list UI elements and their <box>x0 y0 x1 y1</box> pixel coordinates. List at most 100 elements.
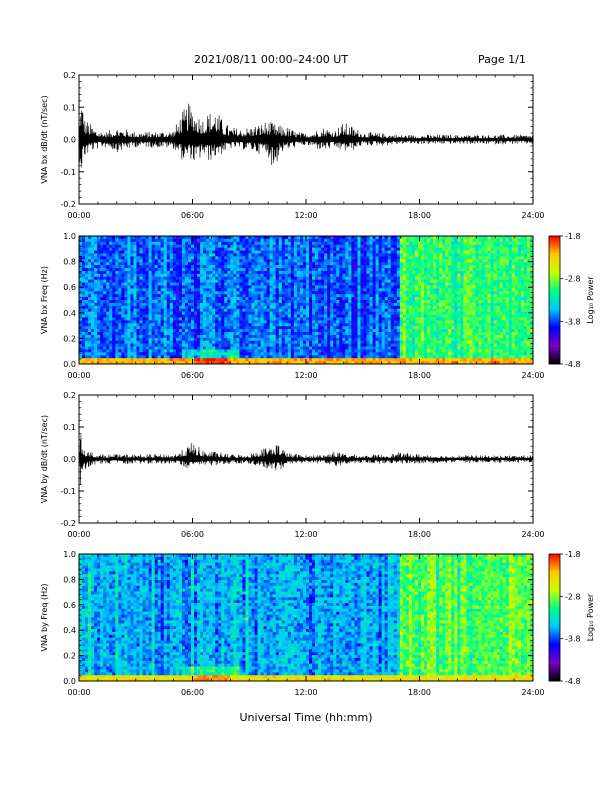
spectrogram-cell <box>151 361 155 365</box>
spectrogram-cell <box>299 265 304 269</box>
spectrogram-cell <box>203 314 207 318</box>
spectrogram-cell <box>309 236 313 240</box>
spectrogram-cell <box>82 300 86 304</box>
spectrogram-cell <box>315 317 319 321</box>
spectrogram-cell <box>115 282 119 286</box>
spectrogram-cell <box>79 253 83 257</box>
spectrogram-cell <box>94 355 98 359</box>
spectrogram-cell <box>333 265 337 269</box>
spectrogram-cell <box>169 273 174 278</box>
spectrogram-cell <box>369 268 373 272</box>
spectrogram-cell <box>242 323 246 327</box>
spectrogram-cell <box>79 262 83 266</box>
spectrogram-cell <box>375 311 379 315</box>
spectrogram-cell <box>399 273 404 278</box>
spectrogram-cell <box>109 340 113 344</box>
spectrogram-cell <box>160 256 165 260</box>
spectrogram-cell <box>269 244 274 248</box>
spectrogram-cell <box>160 285 165 289</box>
spectrogram-cell <box>315 241 319 246</box>
spectrogram-cell <box>160 273 165 278</box>
spectrogram-cell <box>363 352 367 356</box>
spectrogram-cell <box>312 343 316 347</box>
spectrogram-cell <box>284 311 289 315</box>
spectrogram-cell <box>296 334 301 339</box>
spectrogram-cell <box>115 273 119 278</box>
spectrogram-cell <box>345 346 349 350</box>
spectrogram-cell <box>118 302 122 307</box>
spectrogram-cell <box>82 250 86 254</box>
spectrogram-cell <box>197 329 201 333</box>
spectrogram-cell <box>142 273 146 278</box>
spectrogram-cell <box>299 300 304 304</box>
spectrogram-cell <box>399 323 404 327</box>
spectrogram-cell <box>227 305 231 310</box>
spectrogram-cell <box>221 346 225 350</box>
spectrogram-cell <box>278 343 283 347</box>
spectrogram-cell <box>218 259 222 263</box>
spectrogram-cell <box>321 355 325 359</box>
spectrogram-cell <box>109 343 113 347</box>
spectrogram-cell <box>375 262 379 266</box>
spectrogram-cell <box>312 276 316 280</box>
spectrogram-cell <box>387 276 392 280</box>
spectrogram-cell <box>342 285 346 289</box>
spectrogram-cell <box>302 259 307 263</box>
spectrogram-cell <box>206 268 210 272</box>
spectrogram-cell <box>399 276 404 280</box>
spectrogram-cell <box>333 244 337 248</box>
spectrogram-cell <box>375 297 379 301</box>
spectrogram-cell <box>139 285 143 289</box>
spectrogram-cell <box>315 361 319 365</box>
spectrogram-cell <box>278 256 283 260</box>
spectrogram-cell <box>263 346 267 350</box>
spectrogram-cell <box>233 355 237 359</box>
spectrogram-cell <box>239 285 243 289</box>
spectrogram-cell <box>372 273 376 278</box>
spectrogram-cell <box>190 294 195 298</box>
spectrogram-cell <box>375 276 379 280</box>
spectrogram-cell <box>91 282 95 286</box>
spectrogram-cell <box>375 270 379 275</box>
spectrogram-cell <box>112 238 116 243</box>
spectrogram-cell <box>321 326 325 330</box>
spectrogram-cell <box>178 279 183 283</box>
spectrogram-cell <box>154 340 158 344</box>
spectrogram-cell <box>145 270 149 275</box>
spectrogram-cell <box>339 332 343 336</box>
spectrogram-cell <box>272 343 277 347</box>
spectrogram-cell <box>79 340 83 344</box>
spectrogram-cell <box>390 332 395 336</box>
spectrogram-cell <box>309 334 313 339</box>
spectrogram-cell <box>100 346 104 350</box>
spectrogram-cell <box>206 320 210 324</box>
spectrogram-cell <box>82 276 86 280</box>
spectrogram-cell <box>405 256 410 260</box>
spectrogram-cell <box>354 241 358 246</box>
spectrogram-cell <box>112 256 116 260</box>
spectrogram-cell <box>318 320 322 324</box>
spectrogram-cell <box>296 308 301 312</box>
spectrogram-cell <box>127 250 131 254</box>
spectrogram-cell <box>324 285 328 289</box>
spectrogram-cell <box>345 285 349 289</box>
spectrogram-cell <box>100 276 104 280</box>
spectrogram-cell <box>324 323 328 327</box>
spectrogram-cell <box>390 314 395 318</box>
spectrogram-cell <box>269 308 274 312</box>
spectrogram-cell <box>215 308 219 312</box>
spectrogram-cell <box>272 268 277 272</box>
spectrogram-cell <box>360 343 364 347</box>
spectrogram-cell <box>302 262 307 266</box>
spectrogram-cell <box>148 265 152 269</box>
spectrogram-cell <box>178 317 183 321</box>
spectrogram-cell <box>106 337 110 342</box>
spectrogram-cell <box>224 311 228 315</box>
spectrogram-cell <box>299 262 304 266</box>
spectrogram-cell <box>145 259 149 263</box>
spectrogram-cell <box>411 305 416 310</box>
spectrogram-cell <box>154 320 158 324</box>
spectrogram-cell <box>284 288 289 292</box>
spectrogram-cell <box>251 273 255 278</box>
spectrogram-cell <box>293 241 298 246</box>
